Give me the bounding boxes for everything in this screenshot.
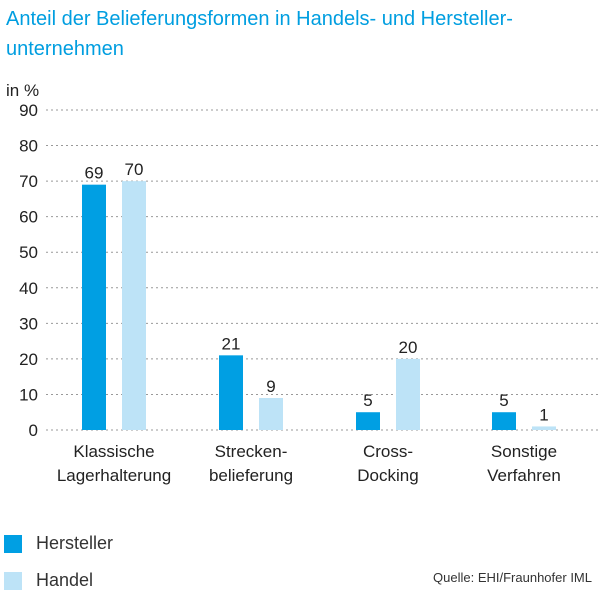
source-note: Quelle: EHI/Fraunhofer IML (433, 570, 592, 585)
x-tick-label: Klassische (73, 442, 154, 461)
bar-handel (122, 181, 146, 430)
legend-label: Handel (36, 570, 94, 590)
x-tick-label: belieferung (209, 466, 293, 485)
legend-swatch-handel (4, 571, 22, 590)
y-tick-label: 60 (19, 208, 38, 227)
x-tick-label: Verfahren (487, 466, 561, 485)
data-label: 5 (363, 391, 372, 410)
data-label: 69 (85, 164, 104, 183)
y-tick-label: 0 (29, 421, 38, 440)
data-label: 5 (499, 391, 508, 410)
x-tick-label: Lagerhalterung (57, 466, 171, 485)
legend-swatch-hersteller (4, 534, 22, 553)
legend-item-hersteller: Hersteller (4, 533, 113, 554)
bar-handel (532, 426, 556, 430)
y-tick-label: 90 (19, 101, 38, 120)
bar-hersteller (219, 355, 243, 430)
bar-hersteller (356, 412, 380, 430)
y-tick-label: 20 (19, 350, 38, 369)
x-tick-label: Docking (357, 466, 418, 485)
bar-handel (396, 358, 420, 430)
y-axis-label: in % (6, 81, 39, 100)
bar-handel (259, 398, 283, 430)
y-tick-label: 50 (19, 243, 38, 262)
bar-hersteller (82, 184, 106, 430)
chart-title-line-1: Anteil der Belieferungsformen in Handels… (6, 8, 513, 30)
y-tick-label: 40 (19, 279, 38, 298)
x-tick-label: Cross- (363, 442, 413, 461)
x-tick-label: Sonstige (491, 442, 557, 461)
data-label: 21 (222, 334, 241, 353)
chart-title-line-2: unternehmen (6, 38, 124, 60)
bar-chart: in % 0 10 20 30 40 50 60 70 80 90 69 70 Klassische Lag… (6, 81, 600, 485)
data-label: 9 (266, 377, 275, 396)
x-tick-label: Strecken- (215, 442, 288, 461)
y-tick-label: 10 (19, 385, 38, 404)
y-tick-label: 80 (19, 137, 38, 156)
data-label: 1 (539, 405, 548, 424)
legend-item-handel: Handel (4, 570, 93, 591)
y-tick-label: 70 (19, 172, 38, 191)
data-label: 70 (125, 160, 144, 179)
chart-title: Anteil der Belieferungsformen in Handels… (6, 4, 586, 64)
y-tick-label: 30 (19, 314, 38, 333)
bar-hersteller (492, 412, 516, 430)
data-label: 20 (399, 338, 418, 357)
legend-label: Hersteller (36, 533, 114, 553)
